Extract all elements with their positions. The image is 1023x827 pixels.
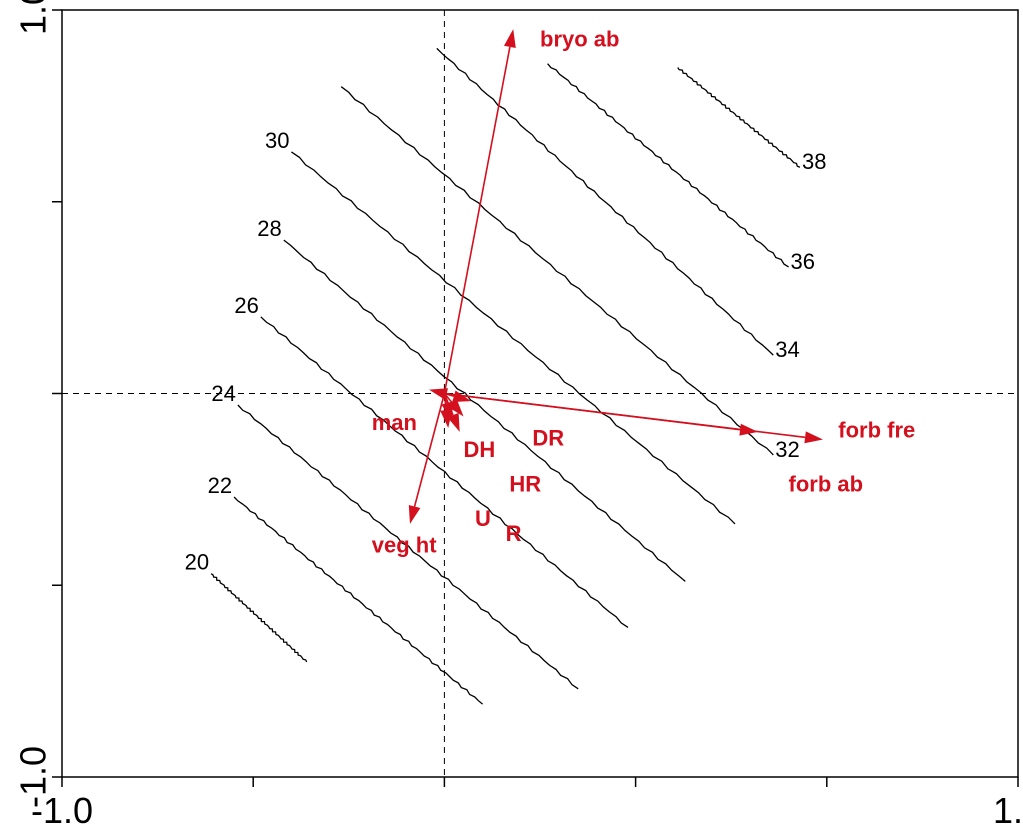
contour-label: 32 bbox=[775, 437, 799, 462]
axis-ticks: -1.0 1.5 1.0 -1.0 bbox=[13, 0, 1023, 827]
contour-line bbox=[340, 86, 774, 456]
contour-line bbox=[283, 239, 686, 582]
arrow-shaft bbox=[443, 46, 511, 394]
contour-lines: 20 22 24 26 28 30 32 34 36 38 bbox=[185, 47, 827, 705]
contour-label: 22 bbox=[208, 473, 232, 498]
arrow-label: DR bbox=[532, 425, 564, 450]
arrow-head bbox=[452, 390, 472, 402]
arrow-shaft bbox=[444, 392, 741, 431]
arrow-label: R bbox=[506, 521, 522, 546]
y-tick-label: -1.0 bbox=[13, 746, 54, 808]
arrow-head bbox=[440, 409, 453, 429]
x-tick-label: 1.5 bbox=[993, 790, 1023, 827]
contour-line bbox=[436, 47, 774, 356]
contour-line bbox=[210, 573, 308, 663]
arrow-label: forb ab bbox=[789, 471, 864, 496]
arrow-label: bryo ab bbox=[540, 26, 619, 51]
arrow-shaft bbox=[444, 392, 455, 397]
arrow-head bbox=[447, 398, 464, 417]
arrow-shaft bbox=[443, 393, 448, 411]
arrow-label: veg ht bbox=[372, 533, 437, 558]
contour-label: 24 bbox=[211, 381, 235, 406]
arrow-label: man bbox=[372, 410, 417, 435]
arrow-shaft bbox=[413, 393, 446, 507]
arrow-label: DH bbox=[464, 437, 496, 462]
reference-lines bbox=[62, 10, 1018, 777]
arrow-head bbox=[503, 29, 516, 48]
contour-line bbox=[291, 151, 736, 525]
arrow-shaft bbox=[443, 392, 453, 404]
contour-line bbox=[233, 496, 484, 705]
contour-line bbox=[237, 404, 579, 690]
contour-label: 30 bbox=[265, 128, 289, 153]
arrow-label: forb fre bbox=[838, 418, 915, 443]
contour-line bbox=[260, 316, 629, 628]
contour-label: 38 bbox=[802, 149, 826, 174]
arrow-head bbox=[739, 423, 758, 436]
contour-line bbox=[547, 63, 789, 268]
arrow-label: U bbox=[475, 506, 491, 531]
contour-label: 36 bbox=[791, 249, 815, 274]
contour-line bbox=[677, 67, 801, 168]
contour-label: 26 bbox=[234, 293, 258, 318]
contour-label: 34 bbox=[775, 337, 799, 362]
arrow-head bbox=[429, 388, 449, 400]
arrow-label: HR bbox=[509, 471, 541, 496]
y-tick-label: 1.0 bbox=[13, 0, 54, 35]
environmental-arrows: bryo ab forb fre forb ab veg ht man DH DR HR UR bbox=[372, 26, 916, 557]
x-tick-label: -1.0 bbox=[31, 790, 93, 827]
contour-label: 20 bbox=[185, 550, 209, 575]
contour-label: 28 bbox=[257, 216, 281, 241]
arrow-head bbox=[804, 431, 823, 444]
arrow-head bbox=[408, 504, 421, 524]
